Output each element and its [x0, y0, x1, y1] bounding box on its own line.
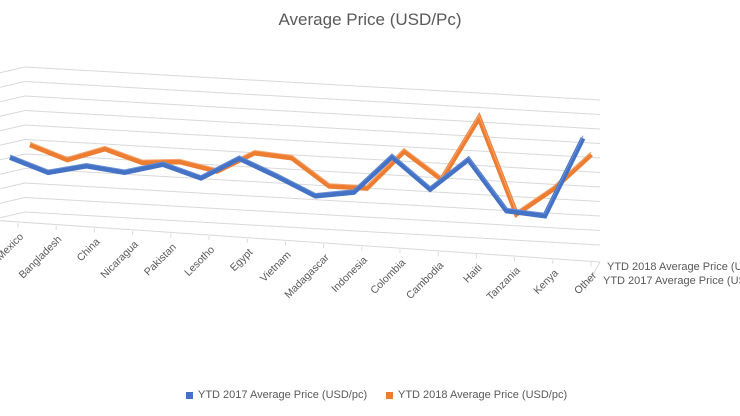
gridline-side [0, 211, 26, 219]
legend-swatch-2018 [386, 391, 393, 399]
category-label: Colombia [368, 257, 408, 297]
gridline-side [0, 124, 26, 132]
gridline-side [0, 153, 26, 161]
gridline [24, 211, 601, 246]
gridline-side [0, 110, 26, 117]
series-line-2017 [9, 137, 586, 219]
legend-swatch-2017 [186, 391, 193, 399]
legend-label-2017: YTD 2017 Average Price (USD/pc) [198, 389, 368, 401]
category-label: Lesotho [182, 244, 217, 279]
series-line-2018 [29, 112, 593, 218]
category-label: Haiti [461, 262, 484, 285]
legend-item-2018: YTD 2018 Average Price (USD/pc) [386, 389, 567, 401]
gridline-side [0, 168, 26, 175]
depth-axis-label: YTD 2018 Average Price (USD/pc) [607, 261, 740, 273]
series-line-highlight [9, 135, 584, 214]
gridline-side [0, 139, 26, 146]
legend-label-2018: YTD 2018 Average Price (USD/pc) [398, 389, 568, 401]
category-label: Kenya [531, 267, 561, 297]
category-label: Cambodia [404, 259, 446, 301]
category-label: China [75, 236, 103, 264]
gridline [24, 81, 601, 115]
gridline [24, 197, 601, 231]
chart-title: Average Price (USD/Pc) [278, 10, 462, 29]
category-label: Egypt [228, 246, 256, 274]
depth-axis-label: YTD 2017 Average Price (USD/pc) [603, 275, 740, 287]
category-label: Other [572, 269, 599, 296]
gridline-side [0, 81, 26, 88]
category-label: Vietnam [258, 249, 294, 285]
category-label: Mexico [0, 231, 26, 263]
gridline-side [0, 197, 26, 204]
gridline [24, 139, 601, 173]
category-label: Tanzania [485, 265, 523, 303]
category-label: Pakistan [142, 241, 179, 278]
category-label: Indonesia [329, 254, 370, 295]
gridline-side [0, 182, 26, 190]
gridline-side [0, 66, 26, 74]
gridline-side [0, 95, 26, 103]
gridline [24, 66, 601, 101]
series-line-highlight [29, 114, 592, 213]
category-axis-line [0, 220, 601, 263]
legend-item-2017: YTD 2017 Average Price (USD/pc) [186, 389, 367, 401]
gridline [24, 95, 601, 130]
gridline [24, 110, 601, 144]
gridline [24, 124, 601, 159]
depth-axis-line [584, 261, 601, 291]
category-label: Nicaragua [98, 239, 140, 281]
